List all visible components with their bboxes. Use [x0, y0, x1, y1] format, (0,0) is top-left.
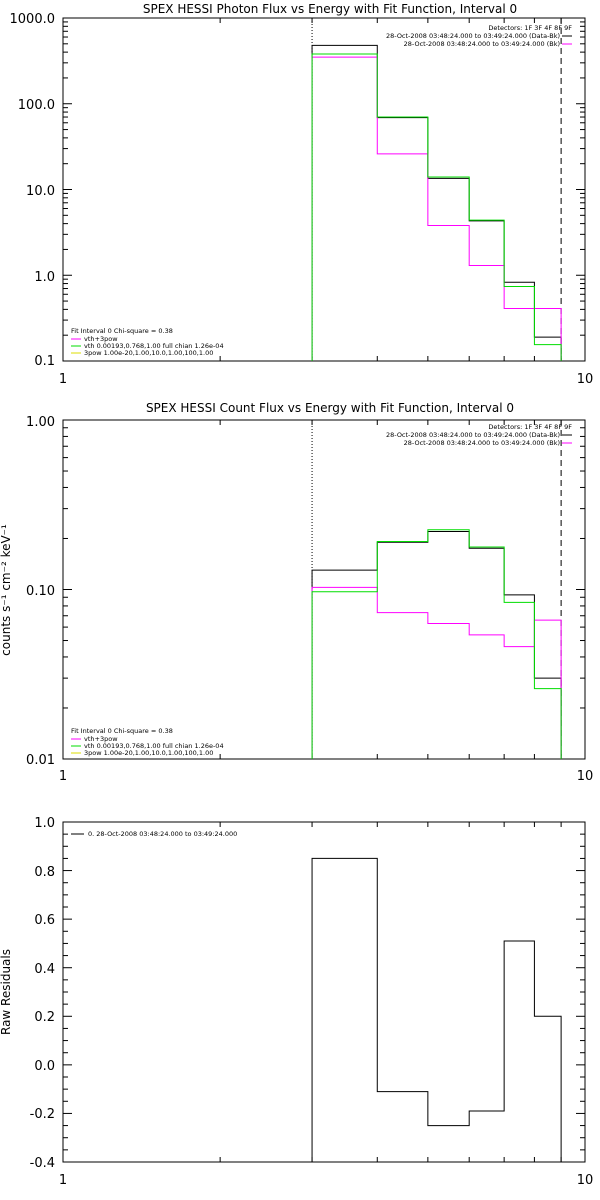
photon-flux-legend-bk: 28-Oct-2008 03:48:24.000 to 03:49:24.000… — [404, 40, 560, 48]
count-flux-legend-bk: 28-Oct-2008 03:48:24.000 to 03:49:24.000… — [404, 439, 560, 447]
residuals-xtick-10: 10 — [577, 1173, 594, 1188]
photon-flux-legend-3pow: 3pow 1.00e-20,1.00,10.0,1.00,100,1.00 — [84, 349, 213, 357]
residuals-panel: 1 10 -0.4 -0.2 0.0 0.2 0.4 0.6 0.8 1.0 R… — [0, 816, 593, 1188]
residuals-ticks — [63, 821, 585, 1163]
residuals-frame — [62, 821, 586, 1163]
count-flux-legend-detectors: Detectors: 1F 3F 4F 8F 9F — [488, 423, 572, 431]
count-flux-legend-vth: vth 0.00193,0.768,1.00 full chian 1.26e-… — [84, 742, 224, 750]
photon-flux-legend-vth3pow: vth+3pow — [84, 335, 118, 343]
photon-flux-panel: SPEX HESSI Photon Flux vs Energy with Fi… — [10, 2, 594, 387]
count-flux-legend-3pow: 3pow 1.00e-20,1.00,10.0,1.00,100,1.00 — [84, 749, 213, 757]
photon-flux-series — [311, 18, 562, 361]
residuals-ytick-m0.2: -0.2 — [30, 1107, 55, 1122]
photon-flux-title: SPEX HESSI Photon Flux vs Energy with Fi… — [143, 2, 517, 16]
residuals-ytick-0.2: 0.2 — [34, 1010, 55, 1025]
residuals-ytick-0.6: 0.6 — [34, 913, 55, 928]
residuals-ytick-0.4: 0.4 — [34, 962, 55, 977]
residuals-ytick-m0.4: -0.4 — [30, 1156, 55, 1171]
count-flux-legend-vth3pow: vth+3pow — [84, 735, 118, 743]
photon-flux-legend-databk: 28-Oct-2008 03:48:24.000 to 03:49:24.000… — [386, 32, 560, 40]
count-flux-legend-top: Detectors: 1F 3F 4F 8F 9F 28-Oct-2008 03… — [386, 423, 572, 447]
photon-flux-ytick-1000: 1000.0 — [10, 12, 56, 27]
residuals-ytick-1.0: 1.0 — [34, 816, 55, 831]
series-0-28-oct-2008-03-48-24-000-to-03-49-24-000-line — [311, 857, 562, 1162]
count-flux-ytick-0.10: 0.10 — [26, 584, 55, 599]
series-vth-3pow-line — [311, 529, 562, 759]
count-flux-panel: SPEX HESSI Count Flux vs Energy with Fit… — [0, 401, 593, 784]
photon-flux-ytick-100: 100.0 — [18, 98, 55, 113]
photon-flux-ticks — [63, 17, 585, 362]
count-flux-ticks — [63, 419, 585, 760]
residuals-xtick-1: 1 — [59, 1173, 67, 1188]
residuals-ytick-0.0: 0.0 — [34, 1059, 55, 1074]
photon-flux-ytick-10: 10.0 — [26, 184, 55, 199]
photon-flux-frame — [62, 17, 586, 362]
residuals-legend: 0. 28-Oct-2008 03:48:24.000 to 03:49:24.… — [71, 830, 237, 838]
photon-flux-legend-bottom: Fit Interval 0 Chi-square = 0.38 vth+3po… — [71, 327, 224, 357]
series-bk-line — [311, 586, 562, 759]
count-flux-legend-databk: 28-Oct-2008 03:48:24.000 to 03:49:24.000… — [386, 431, 560, 439]
series-data-bk-line — [311, 44, 562, 361]
count-flux-xtick-1: 1 — [59, 769, 67, 784]
photon-flux-ytick-1: 1.0 — [34, 270, 55, 285]
photon-flux-legend-vth: vth 0.00193,0.768,1.00 full chian 1.26e-… — [84, 342, 224, 350]
count-flux-ytick-0.01: 0.01 — [26, 753, 55, 768]
photon-flux-xtick-10: 10 — [577, 372, 594, 387]
count-flux-legend-fit: Fit Interval 0 Chi-square = 0.38 — [71, 727, 173, 735]
residuals-ytick-0.8: 0.8 — [34, 865, 55, 880]
count-flux-legend-bottom: Fit Interval 0 Chi-square = 0.38 vth+3po… — [71, 727, 224, 757]
photon-flux-legend-fit: Fit Interval 0 Chi-square = 0.38 — [71, 327, 173, 335]
photon-flux-legend-detectors: Detectors: 1F 3F 4F 8F 9F — [488, 24, 572, 32]
residuals-legend-label: 0. 28-Oct-2008 03:48:24.000 to 03:49:24.… — [88, 830, 237, 838]
series-bk-line — [311, 56, 562, 361]
photon-flux-ytick-0.1: 0.1 — [34, 354, 55, 369]
series-vth-3pow-line — [311, 53, 562, 361]
count-flux-ylabel: counts s⁻¹ cm⁻² keV⁻¹ — [0, 524, 13, 656]
residuals-ylabel: Raw Residuals — [0, 949, 13, 1035]
count-flux-xtick-10: 10 — [577, 769, 594, 784]
photon-flux-legend-top: Detectors: 1F 3F 4F 8F 9F 28-Oct-2008 03… — [386, 24, 572, 48]
photon-flux-xtick-1: 1 — [59, 372, 67, 387]
count-flux-frame — [62, 419, 586, 760]
series-data-bk-line — [311, 530, 562, 759]
count-flux-ytick-1.00: 1.00 — [26, 415, 55, 430]
residuals-series — [311, 857, 562, 1162]
count-flux-series — [311, 420, 562, 759]
count-flux-title: SPEX HESSI Count Flux vs Energy with Fit… — [146, 401, 514, 415]
